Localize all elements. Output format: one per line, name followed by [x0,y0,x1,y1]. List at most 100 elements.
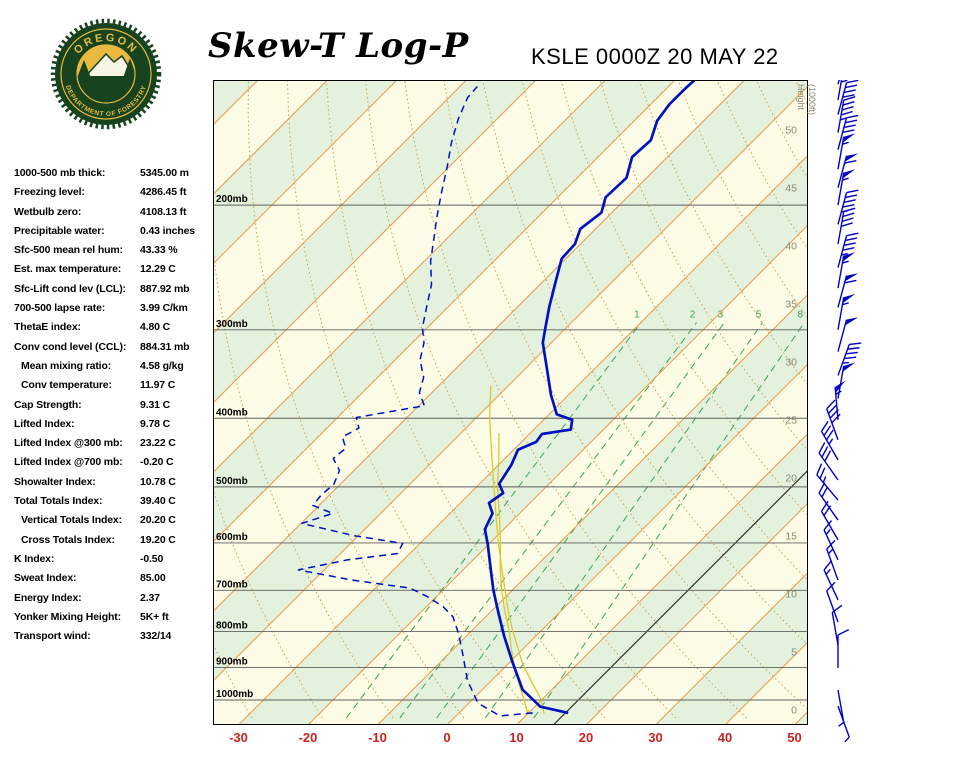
index-row: Sfc-Lift cond lev (LCL): 887.92 mb [14,283,224,302]
mixing-ratio-label: 2 [690,310,696,321]
temp-tick-label: -30 [229,730,248,745]
dry-adiabat-line [521,80,808,582]
index-value: 9.31 C [140,398,171,411]
wind-barb [826,581,839,623]
temp-tick-label: 30 [648,730,662,745]
index-row: Vertical Totals Index: 20.20 C [14,514,224,533]
index-value: 9.78 C [140,417,171,430]
index-label: Lifted Index @700 mb: [14,456,123,469]
wind-barb [837,133,856,170]
temp-tick-label: -10 [368,730,387,745]
tree-graphic [123,58,135,78]
index-label: Wetbulb zero: [14,205,82,218]
chart-border [213,80,808,725]
index-row: Precipitable water: 0.43 inches [14,225,224,244]
index-value: 3.99 C/km [140,302,188,315]
index-label: Est. max temperature: [14,263,122,276]
isotherm-line [213,85,808,682]
logo-inner-gold-ring [76,44,136,104]
index-value: 23.22 C [140,437,176,450]
wind-barb [837,705,850,743]
height-tick-label: 35 [785,299,797,311]
wind-barb [818,442,839,481]
index-label: Sweat Index: [14,572,77,585]
index-row: Showalter Index: 10.78 C [14,476,224,495]
index-value: 887.92 mb [140,282,190,295]
index-row: ThetaE index: 4.80 C [14,321,224,340]
wind-barb [831,604,843,646]
parcel-ascent-line [488,385,545,714]
isotherm-line [213,80,398,265]
index-row: Total Totals Index: 39.40 C [14,495,224,514]
dry-adiabat-line [404,80,747,719]
index-value: 2.37 [140,591,160,604]
plot-area: 1 2 3 5 8200mb300mb400mb500mb600mb700mb800mb… [213,80,880,725]
temp-tick-label: 40 [718,730,732,745]
temp-tick-label: 20 [579,730,593,745]
height-tick-label: 45 [785,183,797,195]
odf-logo: OREGON DEPARTMENT OF FORESTRY [50,18,162,130]
index-label: Mean mixing ratio: [21,359,112,372]
isotherm-line [213,80,328,196]
index-label: Lifted Index: [14,417,75,430]
index-row: Mean mixing ratio: 4.58 g/kg [14,360,224,379]
temp-tick-label: -20 [299,730,318,745]
index-row: 700-500 lapse rate: 3.99 C/km [14,302,224,321]
temp-tick-label: 50 [787,730,801,745]
wind-barb [837,207,856,245]
index-label: Sfc-Lift cond lev (LCL): [14,282,126,295]
wind-barb [837,628,850,668]
wind-barb [818,482,839,521]
index-value: 4.80 C [140,321,171,334]
wind-barb [834,380,846,420]
logo-outer-gold-ring [60,28,152,120]
index-row: Wetbulb zero: 4108.13 ft [14,206,224,225]
height-axis-label: (1000ft) [807,84,817,115]
index-label: Lifted Index @300 mb: [14,437,123,450]
pressure-label: 900mb [216,657,248,668]
height-tick-label: 5 [791,647,797,659]
index-row: K Index: -0.50 [14,553,224,572]
wind-barb [837,153,859,188]
dry-adiabat-line [443,80,808,711]
index-value: 85.00 [140,572,166,585]
mixing-ratio-line [436,322,725,719]
station-header: KSLE 0000Z 20 MAY 22 [531,44,779,69]
dry-adiabat-line [716,80,808,251]
wind-barb [826,539,839,581]
height-tick-label: 0 [791,705,797,717]
pressure-label: 400mb [216,407,248,418]
isotherm-line [213,80,745,613]
height-tick-label: 25 [785,415,797,427]
index-label: Showalter Index: [14,475,96,488]
index-label: Energy Index: [14,591,82,604]
index-label: 1000-500 mb thick: [14,167,106,179]
wind-barb [826,399,841,441]
mixing-ratio-label: 8 [798,310,804,321]
index-row: Conv temperature: 11.97 C [14,379,224,398]
pressure-label: 300mb [216,319,248,330]
mixing-ratio-line [399,322,697,719]
dry-adiabat-line [213,642,253,719]
index-label: Conv cond level (CCL): [14,340,127,353]
index-row: Sfc-500 mean rel hum: 43.33 % [14,244,224,263]
isotherm-line [307,224,808,725]
indices-panel: 1000-500 mb thick: 5345.00 m Freezing leve… [14,167,224,649]
wind-barb [837,232,859,268]
wind-barb [837,252,856,289]
index-value: 4.58 g/kg [140,359,184,372]
height-tick-label: 20 [785,473,797,485]
skewt-chart: 1 2 3 5 8200mb300mb400mb500mb600mb700mb800mb… [213,80,880,745]
index-row: Yonker Mixing Height: 5K+ ft [14,611,224,630]
wind-barb [820,420,839,461]
index-row: Cross Totals Index: 19.20 C [14,534,224,553]
wind-barb-column [816,80,862,743]
dry-adiabat-line [213,241,394,719]
temp-tick-label: 10 [509,730,523,745]
pressure-label: 500mb [216,476,248,487]
index-value: -0.50 [140,552,164,565]
dry-adiabat-line [873,80,880,718]
isotherm-line [238,154,808,725]
index-row: Lifted Index @300 mb: 23.22 C [14,437,224,456]
